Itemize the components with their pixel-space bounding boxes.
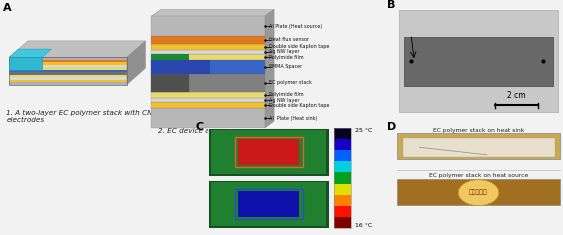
Polygon shape: [9, 57, 127, 60]
Polygon shape: [9, 70, 127, 72]
Polygon shape: [127, 41, 145, 85]
Bar: [404, 37, 553, 86]
Text: Polyimide film: Polyimide film: [269, 55, 304, 60]
Polygon shape: [9, 65, 127, 67]
Polygon shape: [151, 74, 265, 92]
Text: Ag NW layer: Ag NW layer: [269, 98, 300, 103]
Polygon shape: [151, 54, 189, 92]
Text: A: A: [3, 3, 12, 13]
Text: 2 cm: 2 cm: [507, 91, 526, 100]
Polygon shape: [9, 74, 127, 77]
Bar: [238, 191, 299, 217]
Text: EC polymer stack on heat sink: EC polymer stack on heat sink: [433, 128, 524, 133]
Polygon shape: [9, 49, 52, 57]
Polygon shape: [265, 10, 274, 128]
Bar: [334, 128, 351, 139]
Bar: [334, 184, 351, 195]
Bar: [211, 130, 326, 174]
Bar: [334, 128, 351, 228]
Polygon shape: [9, 62, 127, 65]
Polygon shape: [151, 102, 265, 109]
Text: 2. EC device architecture: 2. EC device architecture: [158, 128, 250, 133]
Polygon shape: [9, 72, 127, 74]
Text: 1. A two-layer EC polymer stack with CNT
electrodes: 1. A two-layer EC polymer stack with CNT…: [6, 110, 157, 123]
Text: EC polymer stack: EC polymer stack: [269, 80, 312, 85]
Bar: [334, 195, 351, 206]
Text: Heat flux sensor: Heat flux sensor: [269, 37, 310, 42]
Bar: [399, 10, 558, 112]
Text: 新材料在线: 新材料在线: [469, 189, 488, 195]
Polygon shape: [151, 43, 265, 50]
Bar: [238, 139, 299, 165]
Text: PMMA Spacer: PMMA Spacer: [269, 64, 302, 70]
Circle shape: [458, 180, 499, 206]
Polygon shape: [151, 98, 265, 102]
Bar: [334, 161, 351, 172]
Polygon shape: [151, 16, 265, 36]
Polygon shape: [9, 60, 127, 62]
Polygon shape: [9, 82, 127, 85]
Polygon shape: [9, 77, 127, 80]
Bar: [334, 172, 351, 184]
Bar: [211, 182, 326, 226]
Text: Al  Plate (Heat sink): Al Plate (Heat sink): [269, 116, 318, 121]
Polygon shape: [151, 92, 265, 98]
Bar: [403, 137, 555, 157]
Polygon shape: [9, 80, 127, 82]
Bar: [334, 150, 351, 161]
Text: 25 °C: 25 °C: [355, 128, 372, 133]
Bar: [334, 139, 351, 150]
Bar: [334, 206, 351, 217]
Polygon shape: [9, 67, 127, 70]
Bar: [235, 189, 302, 219]
Text: Double side Kapton tape: Double side Kapton tape: [269, 44, 330, 49]
Polygon shape: [151, 109, 265, 128]
Text: Al Plate (Heat source): Al Plate (Heat source): [269, 24, 323, 29]
Polygon shape: [151, 74, 189, 92]
Bar: [334, 217, 351, 228]
Polygon shape: [9, 41, 145, 57]
Polygon shape: [151, 60, 189, 74]
Polygon shape: [9, 57, 42, 70]
Polygon shape: [151, 60, 265, 74]
Polygon shape: [151, 60, 210, 74]
Text: Ag NW layer: Ag NW layer: [269, 49, 300, 54]
Text: 16 °C: 16 °C: [355, 223, 372, 228]
Bar: [397, 179, 560, 204]
Text: Polyimide film: Polyimide film: [269, 92, 304, 97]
Text: EC polymer stack on heat source: EC polymer stack on heat source: [429, 173, 528, 178]
Text: D: D: [387, 122, 396, 132]
Bar: [208, 128, 329, 176]
Bar: [235, 137, 302, 167]
Text: B: B: [387, 0, 396, 10]
Polygon shape: [151, 50, 265, 54]
Bar: [397, 133, 560, 159]
Polygon shape: [151, 36, 265, 43]
Polygon shape: [151, 10, 274, 16]
Text: C: C: [196, 122, 204, 132]
Text: Double side Kapton tape: Double side Kapton tape: [269, 103, 330, 108]
Polygon shape: [151, 54, 265, 60]
Bar: [208, 180, 329, 228]
